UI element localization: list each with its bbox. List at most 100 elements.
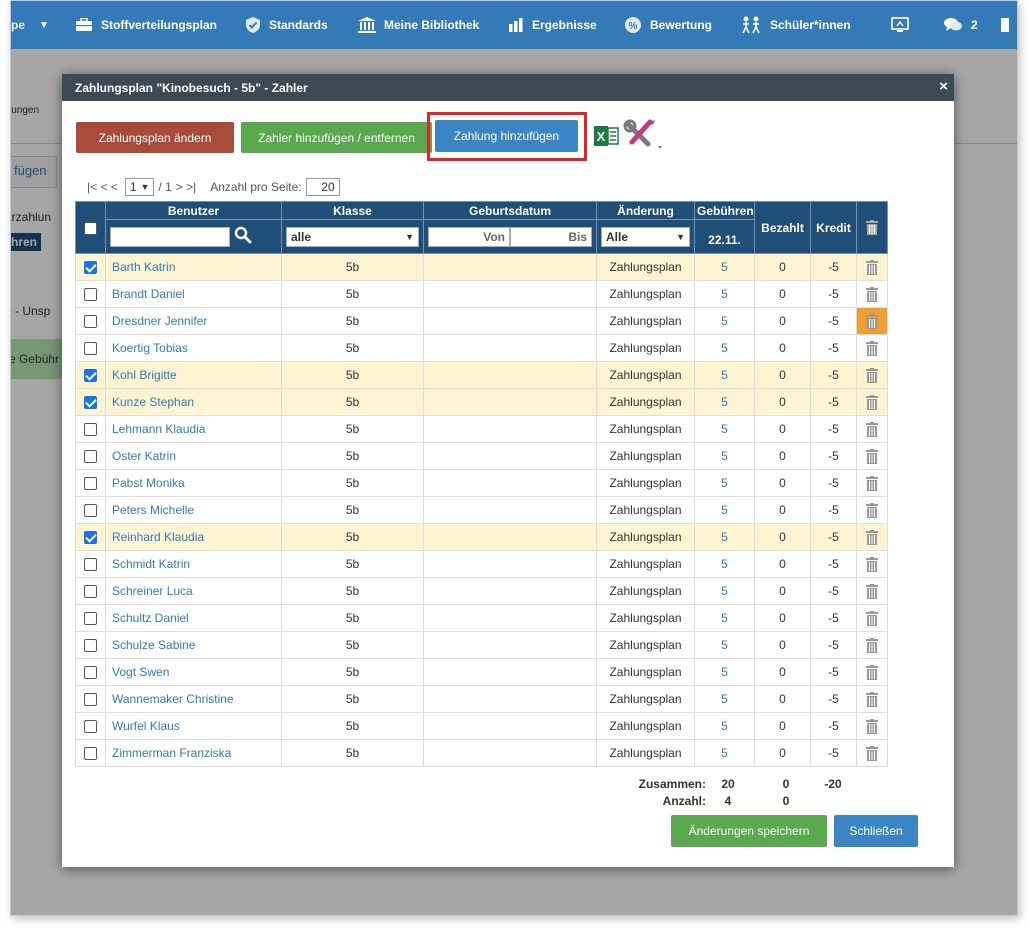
- pager-next-last[interactable]: > >|: [175, 180, 197, 194]
- delete-row-button[interactable]: [856, 712, 888, 740]
- row-checkbox[interactable]: [84, 342, 97, 356]
- change-filter-select[interactable]: Alle ▼: [601, 226, 690, 247]
- row-checkbox[interactable]: [84, 477, 97, 491]
- close-icon[interactable]: ×: [939, 78, 948, 95]
- row-checkbox[interactable]: [84, 720, 97, 734]
- fee-cell[interactable]: 5: [694, 577, 755, 605]
- nav-overflow[interactable]: [1001, 1, 1009, 49]
- payer-name-link[interactable]: Vogt Swen: [105, 658, 282, 686]
- fee-cell[interactable]: 5: [694, 685, 755, 713]
- row-checkbox[interactable]: [84, 666, 97, 680]
- row-checkbox[interactable]: [84, 747, 97, 761]
- row-checkbox[interactable]: [84, 423, 97, 437]
- payer-name-link[interactable]: Oster Katrin: [105, 442, 282, 470]
- nav-stoffverteilungsplan[interactable]: Stoffverteilungsplan: [75, 1, 217, 49]
- delete-row-button[interactable]: [856, 496, 888, 524]
- payer-name-link[interactable]: Schulze Sabine: [105, 631, 282, 659]
- fee-cell[interactable]: 5: [694, 523, 755, 551]
- birthdate-to-input[interactable]: Bis: [510, 226, 592, 247]
- payer-name-link[interactable]: Kunze Stephan: [105, 388, 282, 416]
- messages-button[interactable]: 2: [943, 1, 978, 49]
- class-filter-select[interactable]: alle ▼: [286, 226, 419, 247]
- delete-row-button[interactable]: [856, 334, 888, 362]
- fee-cell[interactable]: 5: [694, 334, 755, 362]
- pager-first-prev[interactable]: |< < <: [87, 180, 118, 194]
- nav-meine-bibliothek[interactable]: Meine Bibliothek: [358, 1, 479, 49]
- birthdate-from-input[interactable]: Von: [428, 226, 510, 247]
- payer-name-link[interactable]: Dresdner Jennifer: [105, 307, 282, 335]
- fee-cell[interactable]: 5: [694, 469, 755, 497]
- col-user[interactable]: Benutzer: [105, 201, 282, 220]
- nav-standards[interactable]: Standards: [245, 1, 328, 49]
- delete-row-button[interactable]: [856, 523, 888, 551]
- delete-row-button[interactable]: [856, 631, 888, 659]
- fee-cell[interactable]: 5: [694, 631, 755, 659]
- excel-export-icon[interactable]: X: [594, 124, 620, 151]
- row-checkbox[interactable]: [84, 531, 97, 545]
- delete-row-button[interactable]: [856, 361, 888, 389]
- row-checkbox[interactable]: [84, 612, 97, 626]
- user-search-input[interactable]: [110, 226, 230, 247]
- close-button[interactable]: Schließen: [834, 815, 918, 847]
- fee-cell[interactable]: 5: [694, 442, 755, 470]
- delete-row-button[interactable]: [856, 739, 888, 767]
- fee-cell[interactable]: 5: [694, 739, 755, 767]
- delete-all-header[interactable]: [856, 201, 888, 254]
- fee-cell[interactable]: 5: [694, 550, 755, 578]
- nav-schuelerinnen[interactable]: Schüler*innen: [740, 1, 851, 49]
- per-page-input[interactable]: 20: [305, 178, 340, 196]
- row-checkbox[interactable]: [84, 261, 97, 275]
- row-checkbox[interactable]: [84, 369, 97, 383]
- delete-row-button[interactable]: [856, 469, 888, 497]
- background-add-button[interactable]: fügen: [11, 156, 57, 188]
- fee-cell[interactable]: 5: [694, 361, 755, 389]
- delete-row-button[interactable]: [856, 388, 888, 416]
- col-change[interactable]: Änderung: [596, 201, 695, 220]
- payer-name-link[interactable]: Brandt Daniel: [105, 280, 282, 308]
- fee-cell[interactable]: 5: [694, 280, 755, 308]
- row-checkbox[interactable]: [84, 585, 97, 599]
- payer-name-link[interactable]: Schmidt Katrin: [105, 550, 282, 578]
- delete-row-button[interactable]: [856, 577, 888, 605]
- payer-name-link[interactable]: Barth Katrin: [105, 253, 282, 281]
- delete-row-button[interactable]: [856, 604, 888, 632]
- payer-name-link[interactable]: Schreiner Luca: [105, 577, 282, 605]
- delete-row-button[interactable]: [856, 253, 888, 281]
- row-checkbox[interactable]: [84, 288, 97, 302]
- search-icon[interactable]: [234, 226, 252, 247]
- payer-name-link[interactable]: Schultz Daniel: [105, 604, 282, 632]
- col-birthdate[interactable]: Geburtsdatum: [423, 201, 597, 220]
- row-checkbox[interactable]: [84, 315, 97, 329]
- delete-row-button[interactable]: [856, 307, 888, 335]
- add-remove-payer-button[interactable]: Zahler hinzufügen / entfernen: [241, 122, 432, 153]
- change-plan-button[interactable]: Zahlungsplan ändern: [76, 122, 234, 153]
- nav-ergebnisse[interactable]: Ergebnisse: [508, 1, 597, 49]
- tools-dropdown-icon[interactable]: [622, 118, 666, 157]
- payer-name-link[interactable]: Kohl Brigitte: [105, 361, 282, 389]
- col-class[interactable]: Klasse: [281, 201, 424, 220]
- row-checkbox[interactable]: [84, 450, 97, 464]
- select-all-checkbox[interactable]: [84, 221, 97, 235]
- fee-cell[interactable]: 5: [694, 496, 755, 524]
- fee-cell[interactable]: 5: [694, 415, 755, 443]
- save-changes-button[interactable]: Änderungen speichern: [671, 815, 827, 847]
- add-payment-button[interactable]: Zahlung hinzufügen: [435, 120, 578, 152]
- payer-name-link[interactable]: Wurfel Klaus: [105, 712, 282, 740]
- delete-row-button[interactable]: [856, 658, 888, 686]
- nav-bewertung[interactable]: % Bewertung: [624, 1, 712, 49]
- col-credit[interactable]: Kredit: [810, 201, 857, 254]
- fee-cell[interactable]: 5: [694, 307, 755, 335]
- payer-name-link[interactable]: Wannemaker Christine: [105, 685, 282, 713]
- row-checkbox[interactable]: [84, 693, 97, 707]
- fee-cell[interactable]: 5: [694, 253, 755, 281]
- delete-row-button[interactable]: [856, 685, 888, 713]
- delete-row-button[interactable]: [856, 442, 888, 470]
- fee-cell[interactable]: 5: [694, 604, 755, 632]
- fee-cell[interactable]: 5: [694, 388, 755, 416]
- payer-name-link[interactable]: Zimmerman Franziska: [105, 739, 282, 767]
- payer-name-link[interactable]: Koertig Tobias: [105, 334, 282, 362]
- row-checkbox[interactable]: [84, 558, 97, 572]
- col-paid[interactable]: Bezahlt: [754, 201, 811, 254]
- row-checkbox[interactable]: [84, 396, 97, 410]
- screen-share-button[interactable]: [891, 1, 909, 49]
